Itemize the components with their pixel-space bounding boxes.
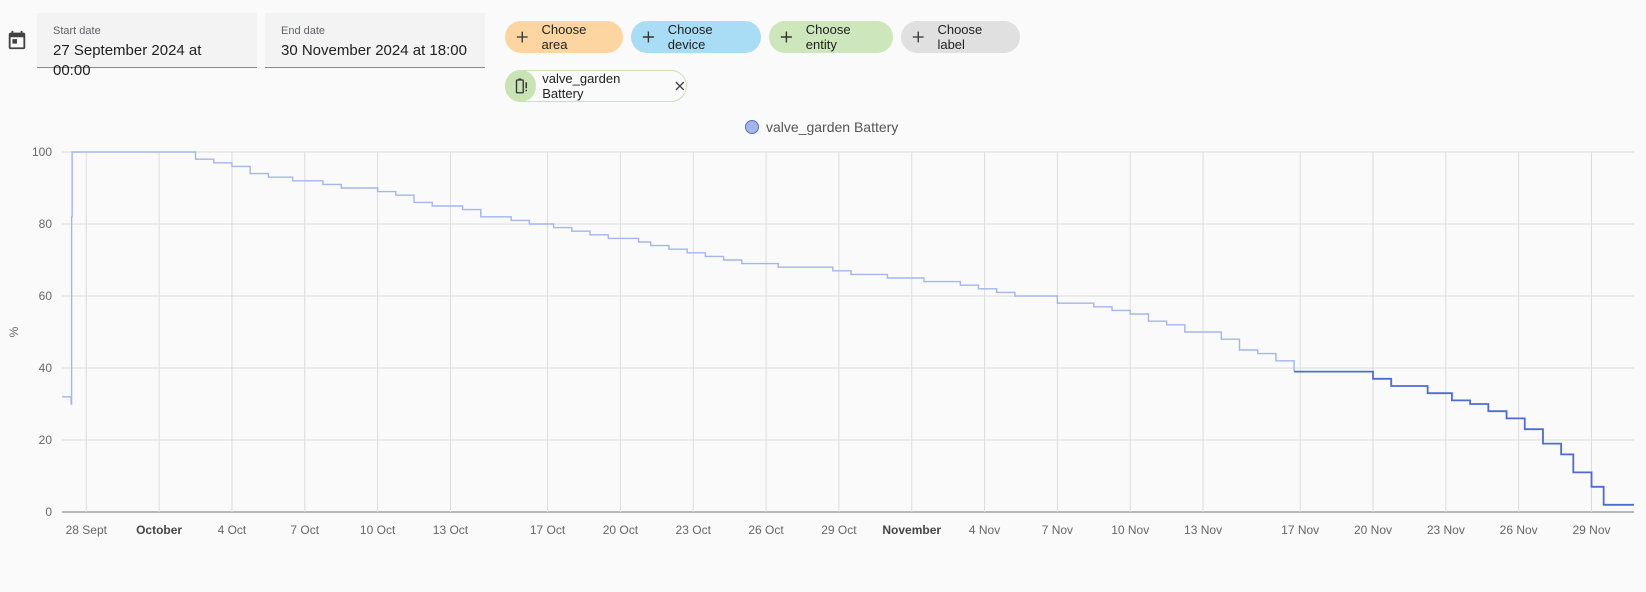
x-tick-label: 29 Nov <box>1572 523 1610 537</box>
x-tick-label: 23 Oct <box>676 523 712 537</box>
x-tick-label: 28 Sept <box>66 523 108 537</box>
x-axis: 28 Sept October 4 Oct 7 Oct 10 Oct 13 Oct 17 O… <box>66 523 1611 537</box>
x-tick-label: October <box>136 523 182 537</box>
x-tick-label: 13 Nov <box>1184 523 1222 537</box>
remove-icon[interactable] <box>674 80 686 92</box>
series-line <box>62 151 1295 405</box>
entity-icon-wrap <box>505 70 537 102</box>
x-tick-label: 26 Oct <box>748 523 784 537</box>
x-tick-label: 7 Oct <box>290 523 319 537</box>
x-tick-label: 10 Oct <box>360 523 396 537</box>
chart-grid <box>62 151 1634 513</box>
y-tick-label: 100 <box>32 145 52 159</box>
y-axis: 0 20 40 60 80 100 <box>32 145 52 519</box>
selected-entity-label: valve_garden Battery <box>542 71 621 101</box>
choose-area-label: Choose area <box>541 22 587 52</box>
plus-icon <box>912 31 924 43</box>
series-lines <box>62 151 1634 506</box>
start-date-label: Start date <box>53 25 101 37</box>
legend-dot <box>745 120 759 134</box>
legend-label: valve_garden Battery <box>766 119 899 135</box>
calendar-icon[interactable] <box>6 29 28 51</box>
battery-alert-icon <box>515 78 527 94</box>
chart-legend[interactable]: valve_garden Battery <box>745 118 898 136</box>
x-tick-label: 20 Nov <box>1354 523 1392 537</box>
choose-area-button[interactable]: Choose area <box>505 21 623 53</box>
x-tick-label: 17 Oct <box>530 523 566 537</box>
choose-entity-label: Choose entity <box>805 22 851 52</box>
y-tick-label: 60 <box>39 289 53 303</box>
choose-label-button[interactable]: Choose label <box>901 21 1020 53</box>
start-date-value: 27 September 2024 at 00:00 <box>53 42 202 79</box>
x-tick-label: 20 Oct <box>603 523 639 537</box>
plus-icon <box>642 31 654 43</box>
end-date-label: End date <box>281 25 326 37</box>
y-axis-label: % <box>7 326 21 337</box>
choose-entity-button[interactable]: Choose entity <box>769 21 893 53</box>
plus-icon <box>780 31 792 43</box>
x-tick-label: 26 Nov <box>1500 523 1538 537</box>
choose-device-label: Choose device <box>667 22 713 52</box>
x-tick-label: 4 Oct <box>218 523 247 537</box>
y-tick-label: 0 <box>45 505 52 519</box>
end-date-field[interactable]: End date 30 November 2024 at 18:00 <box>265 13 485 68</box>
x-tick-label: 23 Nov <box>1427 523 1465 537</box>
choose-device-button[interactable]: Choose device <box>631 21 761 53</box>
battery-history-chart[interactable]: 0 20 40 60 80 100 28 Sept October 4 Oct 7 Oct 10 … <box>0 140 1646 540</box>
x-tick-label: 7 Nov <box>1042 523 1073 537</box>
x-tick-label: 29 Oct <box>821 523 857 537</box>
x-tick-label: 13 Oct <box>433 523 469 537</box>
choose-label-label: Choose label <box>937 22 983 52</box>
series-line-recent <box>1294 370 1634 506</box>
x-tick-label: 17 Nov <box>1281 523 1319 537</box>
start-date-field[interactable]: Start date 27 September 2024 at 00:00 <box>37 13 257 79</box>
y-tick-label: 40 <box>39 361 53 375</box>
y-tick-label: 20 <box>39 433 53 447</box>
end-date-value: 30 November 2024 at 18:00 <box>281 42 467 59</box>
x-tick-label: November <box>882 523 941 537</box>
x-tick-label: 4 Nov <box>969 523 1000 537</box>
x-tick-label: 10 Nov <box>1111 523 1149 537</box>
plus-icon <box>516 31 528 43</box>
y-tick-label: 80 <box>39 217 53 231</box>
selected-entity-chip[interactable]: valve_garden Battery <box>505 70 687 102</box>
